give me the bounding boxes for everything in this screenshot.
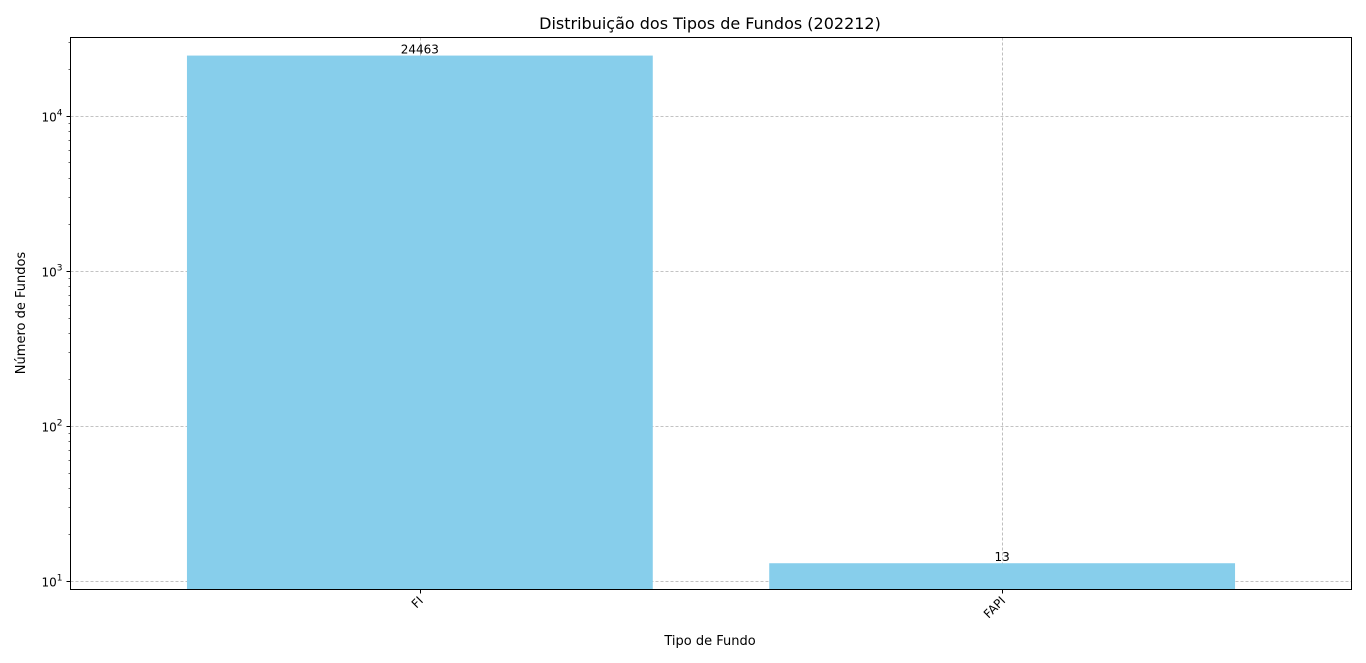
plot-frame: [70, 37, 1352, 590]
x-tick-label-fi: FI: [409, 594, 426, 611]
bars: [186, 55, 1236, 590]
bar-fi: [186, 55, 653, 590]
data-label-fi: 24463: [401, 43, 439, 57]
chart-title: Distribuição dos Tipos de Fundos (202212…: [539, 14, 881, 33]
y-axis: 101 102 103 104: [41, 42, 71, 590]
x-axis-label: Tipo de Fundo: [663, 634, 755, 649]
data-label-fapi: 13: [994, 550, 1009, 564]
y-tick-label: 104: [41, 109, 62, 125]
bar-fapi: [769, 563, 1236, 590]
y-tick-label: 101: [41, 574, 62, 590]
y-axis-label: Número de Fundos: [14, 252, 29, 375]
y-tick-label: 102: [41, 419, 62, 435]
data-labels: 24463 13: [401, 43, 1010, 565]
y-tick-label: 103: [41, 264, 62, 280]
x-axis: FI FAPI: [409, 589, 1008, 621]
x-tick-label-fapi: FAPI: [981, 594, 1008, 621]
